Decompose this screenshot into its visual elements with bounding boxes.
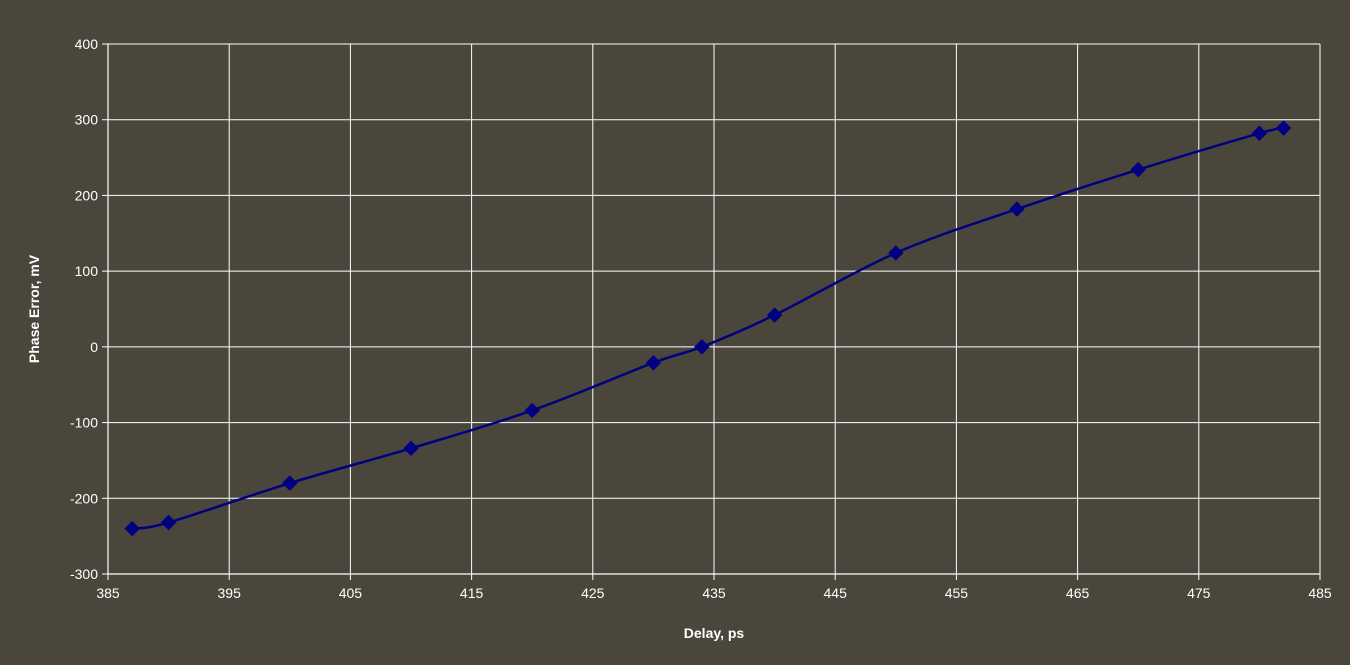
data-point-marker <box>124 520 140 537</box>
y-tick-label: 200 <box>75 187 99 203</box>
y-tick-label: 400 <box>75 36 99 52</box>
data-point-marker <box>160 514 177 531</box>
x-tick-label: 485 <box>1308 585 1332 601</box>
x-tick-label: 465 <box>1066 585 1090 601</box>
y-tick-label: 100 <box>75 263 99 279</box>
x-tick-label: 415 <box>460 585 484 601</box>
x-tick-label: 455 <box>945 585 969 601</box>
data-point-marker <box>403 440 419 457</box>
axes: -300 -200 -100 0 100 200 300 400 385 395 405 415 425… <box>70 36 1332 601</box>
data-point-marker <box>766 307 783 323</box>
x-tick-label: 405 <box>339 585 363 601</box>
y-axis-title: Phase Error, mV <box>26 254 42 363</box>
gridlines <box>107 43 1321 575</box>
data-point-marker <box>888 245 904 261</box>
y-tick-label: -200 <box>70 490 98 506</box>
x-tick-label: 435 <box>702 585 726 601</box>
data-point-marker <box>1130 161 1146 178</box>
x-tick-label: 445 <box>824 585 848 601</box>
x-tick-label: 425 <box>581 585 605 601</box>
x-axis-title: Delay, ps <box>684 625 745 641</box>
data-point-marker <box>645 355 662 371</box>
y-tick-label: 0 <box>90 339 98 355</box>
series-layer <box>124 120 1292 537</box>
data-point-marker <box>282 475 298 491</box>
y-tick-label: -100 <box>70 415 98 431</box>
y-tick-label: -300 <box>70 566 98 582</box>
data-point-marker <box>524 402 540 419</box>
data-point-marker <box>1009 201 1025 217</box>
data-point-marker <box>1275 120 1292 136</box>
y-tick-label: 300 <box>75 112 99 128</box>
x-tick-label: 475 <box>1187 585 1211 601</box>
x-tick-label: 395 <box>218 585 242 601</box>
data-point-marker <box>1251 125 1268 142</box>
data-point-marker <box>694 339 710 355</box>
x-tick-label: 385 <box>96 585 120 601</box>
